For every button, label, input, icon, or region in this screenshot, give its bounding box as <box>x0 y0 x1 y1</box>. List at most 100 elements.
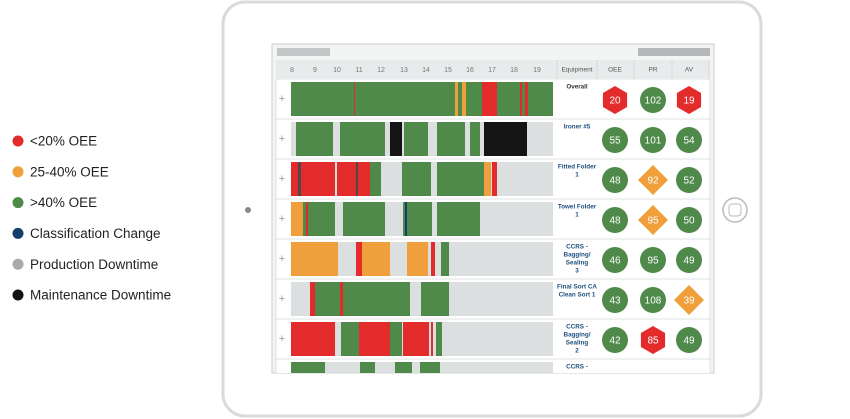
badge <box>602 327 628 353</box>
badge-value: 39 <box>683 296 695 307</box>
timeline-segment <box>360 362 375 373</box>
badge <box>676 247 702 273</box>
timeline-segment <box>390 122 402 156</box>
badge-value: 95 <box>647 256 659 267</box>
expand-icon: + <box>279 293 285 305</box>
legend-label: >40% OEE <box>30 195 97 210</box>
scroll-bar <box>277 48 330 56</box>
badge <box>676 127 702 153</box>
badge-value: 101 <box>645 136 662 147</box>
timeline-segment <box>343 202 385 236</box>
expand-icon: + <box>279 133 285 145</box>
timeline-segment <box>482 82 497 116</box>
timeline-segment <box>291 322 335 356</box>
equipment-name: Sealing <box>566 340 589 347</box>
legend-label: 25-40% OEE <box>30 164 109 179</box>
badge <box>602 207 628 233</box>
legend-dot <box>12 166 24 178</box>
badge-value: 49 <box>683 256 695 267</box>
legend-dot <box>12 258 24 270</box>
badge <box>602 247 628 273</box>
timeline-segment <box>362 242 390 276</box>
expand-icon: + <box>279 333 285 345</box>
home-button[interactable] <box>722 197 748 223</box>
timeline-segment <box>354 82 355 116</box>
legend-dot <box>12 135 24 147</box>
timeline-segment <box>431 322 433 356</box>
timeline-segment <box>341 322 359 356</box>
hour-label: 8 <box>290 67 294 74</box>
timeline-segment <box>303 202 335 236</box>
timeline-segment <box>403 322 429 356</box>
badge <box>640 326 666 354</box>
timeline-segment <box>291 242 338 276</box>
timeline-segment <box>470 122 480 156</box>
badge <box>676 167 702 193</box>
equipment-name: CCRS - <box>566 364 588 371</box>
badge-value: 55 <box>609 136 621 147</box>
timeline-segment <box>436 322 442 356</box>
timeline-segment <box>356 162 358 196</box>
hour-label: 19 <box>533 67 541 74</box>
timeline-segment <box>306 202 308 236</box>
badge <box>640 87 666 113</box>
hour-label: 9 <box>313 67 317 74</box>
timeline-segment <box>403 202 432 236</box>
badge <box>602 127 628 153</box>
equipment-name: CCRS - <box>566 244 588 251</box>
equipment-name: Bagging/ <box>564 252 591 259</box>
timeline-segment <box>405 202 407 236</box>
badge <box>602 167 628 193</box>
badge <box>676 86 702 114</box>
badge-value: 43 <box>609 296 621 307</box>
equipment-name: Bagging/ <box>564 332 591 339</box>
timeline-segment <box>525 82 528 116</box>
timeline-segment <box>441 242 449 276</box>
equipment-name: 2 <box>575 348 579 355</box>
timeline-segment <box>437 122 465 156</box>
timeline-segment <box>462 82 466 116</box>
badge <box>676 207 702 233</box>
legend-label: Production Downtime <box>30 257 158 272</box>
expand-icon: + <box>279 373 285 385</box>
timeline-segment <box>484 122 527 156</box>
badge-value: 92 <box>647 176 659 187</box>
timeline-segment <box>520 82 522 116</box>
timeline-segment <box>291 202 303 236</box>
timeline-segment <box>310 282 315 316</box>
column-header: PR <box>648 67 657 74</box>
badge <box>640 127 666 153</box>
equipment-name: Clean Sort 1 <box>559 292 596 299</box>
hour-label: 18 <box>510 67 518 74</box>
timeline-segment <box>347 282 410 316</box>
equipment-name: Fitted Folder <box>558 164 597 171</box>
hour-label: 12 <box>377 67 385 74</box>
home-icon <box>728 203 742 217</box>
badge-value: 46 <box>609 256 621 267</box>
legend-dot <box>12 289 24 301</box>
legend-label: <20% OEE <box>30 134 97 149</box>
expand-icon: + <box>279 173 285 185</box>
timeline-segment <box>395 362 412 373</box>
timeline-segment <box>437 162 484 196</box>
badge-value: 50 <box>683 216 695 227</box>
scroll-bar <box>638 48 710 56</box>
timeline-segment <box>356 242 362 276</box>
hour-label: 14 <box>422 67 430 74</box>
legend-dot <box>12 197 24 209</box>
legend-dot <box>12 227 24 239</box>
timeline-segment <box>492 162 497 196</box>
timeline-segment <box>291 82 553 116</box>
timeline-segment <box>291 162 335 196</box>
timeline-segment <box>437 202 480 236</box>
hour-label: 16 <box>466 67 474 74</box>
badge <box>674 285 704 315</box>
equipment-name: Ironer #5 <box>564 124 591 131</box>
timeline-segment <box>431 242 435 276</box>
badge-value: 19 <box>683 96 695 107</box>
dashboard: 8 9 10 11 12 13 14 15 16 17 18 19 Equipment OEE PR AV+O… <box>275 48 711 385</box>
expand-icon: + <box>279 93 285 105</box>
badge <box>638 205 668 235</box>
expand-icon: + <box>279 253 285 265</box>
